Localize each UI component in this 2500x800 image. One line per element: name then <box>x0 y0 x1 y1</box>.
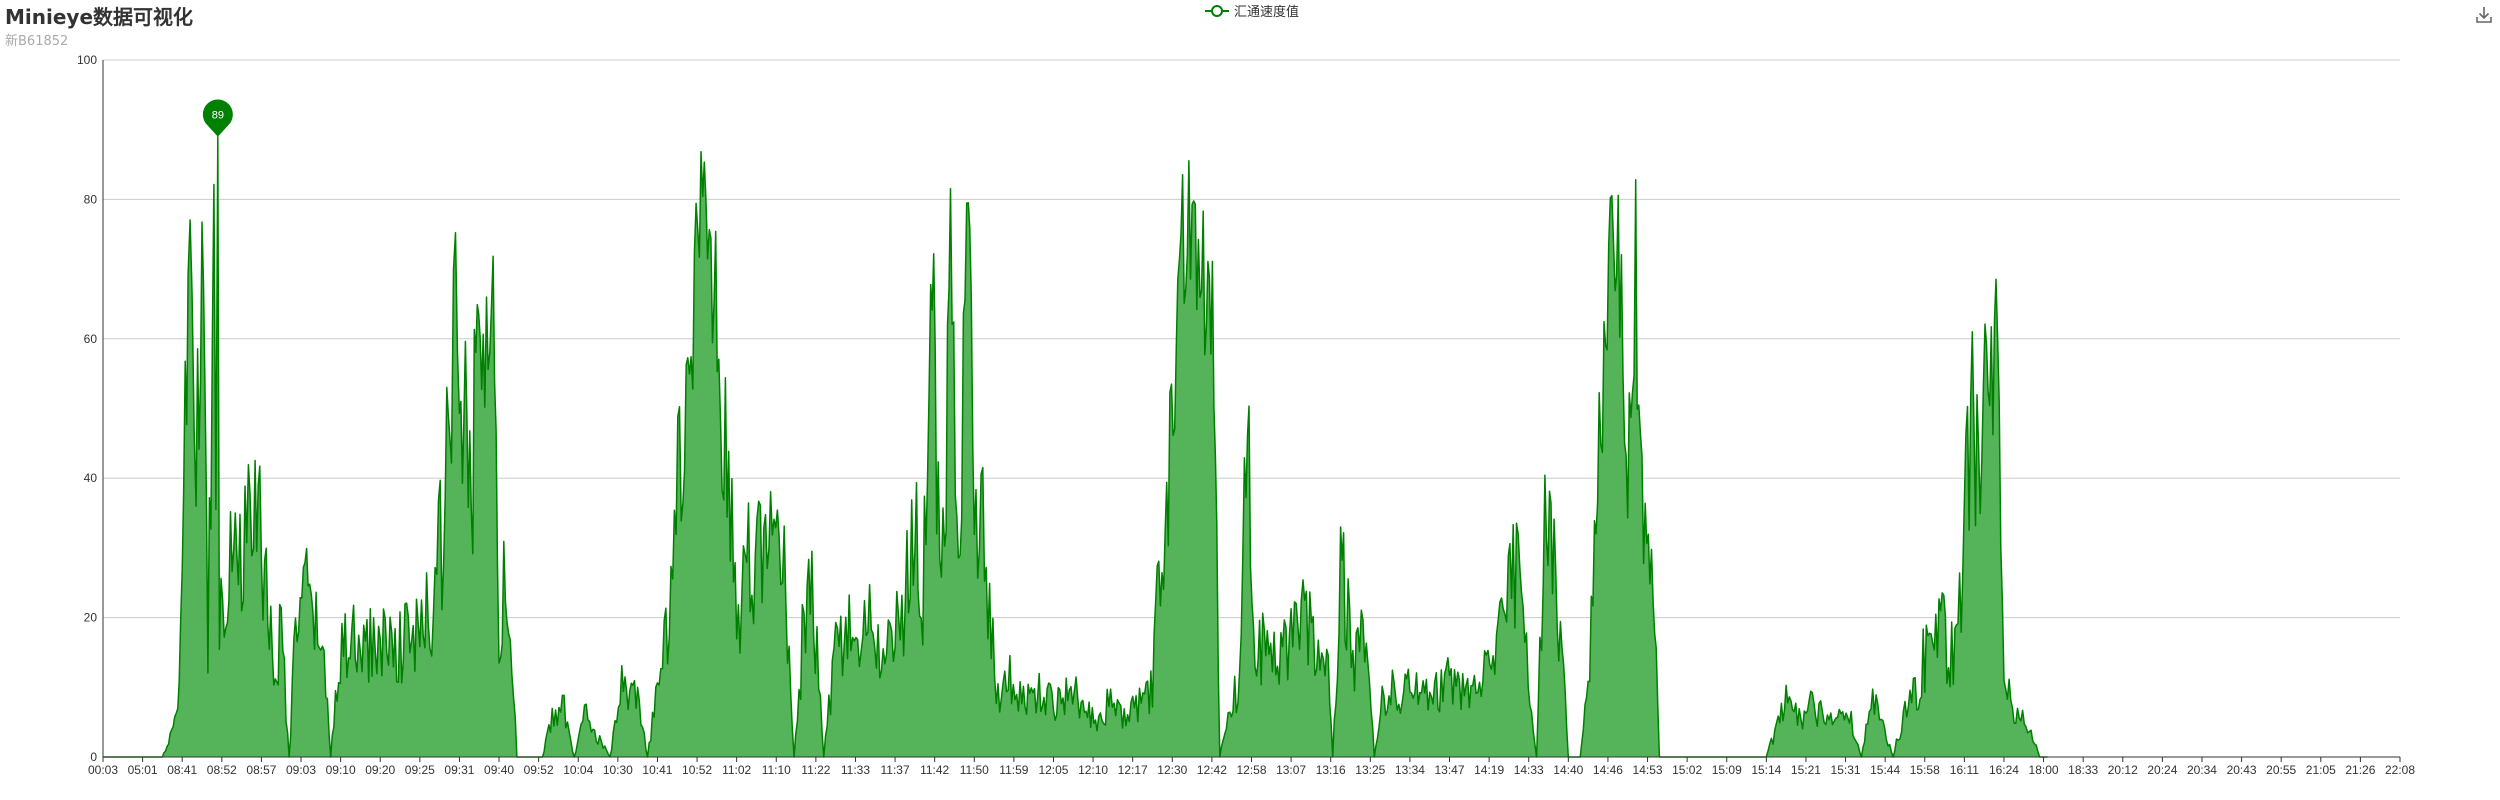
x-tick-label: 10:41 <box>642 763 672 777</box>
x-tick-label: 20:34 <box>2187 763 2217 777</box>
x-tick-label: 15:31 <box>1831 763 1861 777</box>
x-tick-label: 15:58 <box>1910 763 1940 777</box>
x-tick-label: 11:02 <box>722 763 751 777</box>
x-tick-label: 14:40 <box>1553 763 1583 777</box>
markpoint-label: 89 <box>212 110 224 122</box>
y-tick-label: 100 <box>77 53 97 67</box>
x-tick-label: 13:25 <box>1355 763 1385 777</box>
x-tick-label: 20:12 <box>2108 763 2138 777</box>
x-tick-label: 11:37 <box>880 763 909 777</box>
x-tick-label: 18:00 <box>2029 763 2059 777</box>
x-tick-label: 10:04 <box>563 763 593 777</box>
x-tick-label: 12:42 <box>1197 763 1227 777</box>
x-tick-label: 12:05 <box>1038 763 1068 777</box>
download-icon <box>2476 7 2492 23</box>
x-tick-label: 05:01 <box>128 763 158 777</box>
x-tick-label: 09:52 <box>524 763 554 777</box>
x-tick-label: 13:16 <box>1316 763 1346 777</box>
x-tick-label: 10:52 <box>682 763 712 777</box>
x-tick-label: 11:22 <box>801 763 830 777</box>
x-tick-label: 12:58 <box>1236 763 1266 777</box>
x-tick-label: 14:19 <box>1474 763 1504 777</box>
x-tick-label: 16:11 <box>1950 763 1979 777</box>
x-tick-label: 18:33 <box>2068 763 2098 777</box>
series-area-fill <box>103 136 2048 757</box>
x-tick-label: 20:55 <box>2266 763 2296 777</box>
legend-line-circle-icon <box>1205 4 1229 17</box>
x-tick-label: 09:10 <box>326 763 356 777</box>
legend-item[interactable]: 汇通速度值 <box>1205 1 1299 20</box>
y-tick-label: 80 <box>84 192 98 206</box>
x-tick-label: 11:42 <box>920 763 949 777</box>
x-tick-label: 09:40 <box>484 763 514 777</box>
x-tick-label: 13:07 <box>1276 763 1306 777</box>
download-button[interactable] <box>2474 5 2494 30</box>
y-tick-label: 0 <box>90 750 97 764</box>
x-tick-label: 21:26 <box>2345 763 2375 777</box>
x-tick-label: 12:10 <box>1078 763 1108 777</box>
chart-subtitle: 新B61852 <box>5 34 69 49</box>
x-tick-label: 11:10 <box>762 763 791 777</box>
x-tick-label: 16:24 <box>1989 763 2019 777</box>
x-tick-label: 09:03 <box>286 763 316 777</box>
x-tick-label: 14:33 <box>1514 763 1544 777</box>
x-tick-label: 15:14 <box>1751 763 1781 777</box>
x-tick-label: 09:20 <box>365 763 395 777</box>
x-tick-label: 15:44 <box>1870 763 1900 777</box>
x-tick-label: 15:09 <box>1712 763 1742 777</box>
x-tick-label: 08:57 <box>246 763 276 777</box>
x-tick-label: 14:46 <box>1593 763 1623 777</box>
y-tick-label: 60 <box>84 332 98 346</box>
series-area <box>103 135 2048 758</box>
y-tick-label: 40 <box>84 471 98 485</box>
x-tick-label: 21:05 <box>2306 763 2336 777</box>
markpoint-pin-shape <box>202 99 233 137</box>
x-tick-label: 15:02 <box>1672 763 1702 777</box>
x-tick-label: 22:08 <box>2385 763 2415 777</box>
x-tick-label: 00:03 <box>88 763 118 777</box>
x-tick-label: 15:21 <box>1791 763 1821 777</box>
max-markpoint[interactable]: 89 <box>202 99 233 137</box>
x-tick-label: 09:31 <box>444 763 474 777</box>
x-tick-label: 10:30 <box>603 763 633 777</box>
x-tick-label: 08:52 <box>207 763 237 777</box>
legend-label: 汇通速度值 <box>1234 5 1300 20</box>
x-tick-label: 11:50 <box>960 763 989 777</box>
x-tick-label: 08:41 <box>167 763 197 777</box>
x-tick-label: 13:47 <box>1435 763 1465 777</box>
x-tick-label: 12:30 <box>1157 763 1187 777</box>
x-tick-label: 20:43 <box>2227 763 2257 777</box>
x-tick-label: 20:24 <box>2147 763 2177 777</box>
chart-title: Minieye数据可视化 <box>5 5 194 29</box>
x-tick-label: 14:53 <box>1633 763 1663 777</box>
x-tick-label: 11:33 <box>841 763 870 777</box>
x-tick-label: 11:59 <box>999 763 1028 777</box>
x-tick-label: 09:25 <box>405 763 435 777</box>
axes: 0 20 40 60 80 100 00:03 05:01 08:41 08:52 08:57 09:… <box>77 53 2415 777</box>
y-tick-label: 20 <box>84 611 98 625</box>
x-tick-label: 13:34 <box>1395 763 1425 777</box>
x-tick-label: 12:17 <box>1118 763 1148 777</box>
markpoint-layer: 89 <box>202 99 233 137</box>
